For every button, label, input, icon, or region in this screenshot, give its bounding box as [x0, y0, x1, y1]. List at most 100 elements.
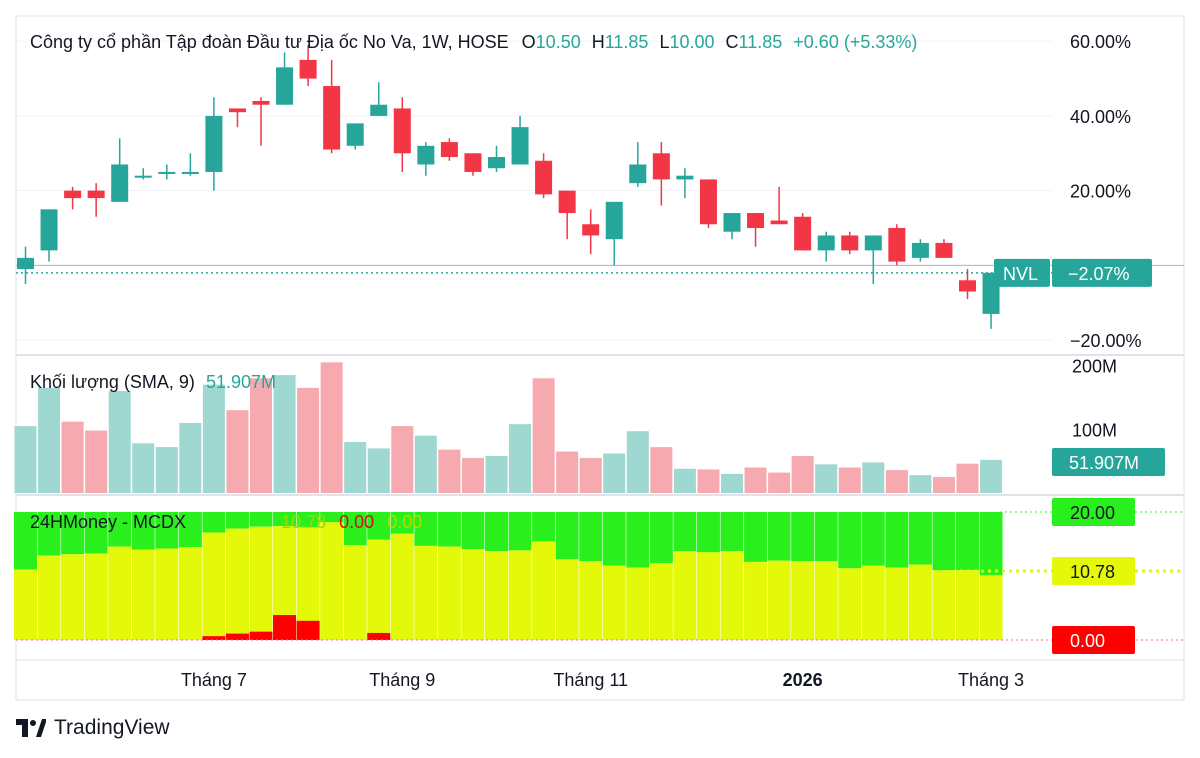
mcdx-green-bar	[838, 512, 862, 569]
mcdx-yellow-bar	[814, 561, 838, 640]
volume-bar	[556, 451, 579, 493]
mcdx-green-bar	[131, 512, 155, 550]
volume-bar	[155, 447, 178, 493]
volume-bar	[603, 453, 626, 493]
candle-body	[864, 235, 882, 251]
volume-bar	[980, 459, 1003, 493]
candle-body	[535, 160, 553, 195]
close-label: C	[725, 32, 739, 52]
candle-body	[582, 224, 600, 236]
mcdx-yellow-bar	[367, 539, 391, 640]
tradingview-logo[interactable]: TradingView	[16, 716, 170, 740]
mcdx-green-bar	[791, 512, 815, 562]
volume-value-tag: 51.907M	[1069, 453, 1139, 473]
candle-body	[276, 67, 294, 105]
mcdx-green-bar	[908, 512, 932, 565]
volume-bar	[132, 443, 155, 493]
mcdx-yellow-bar	[649, 563, 673, 640]
mcdx-green-bar	[767, 512, 791, 561]
mcdx-green-bar	[367, 512, 391, 540]
candle-body	[652, 153, 670, 180]
mcdx-green-bar	[979, 512, 1003, 576]
candle-body	[629, 164, 647, 184]
mcdx-yellow-bar	[744, 561, 768, 640]
volume-bar	[179, 422, 202, 493]
mcdx-yellow-bar	[532, 541, 556, 640]
mcdx-yellow-bar	[673, 551, 697, 640]
mcdx-green-bar	[225, 512, 249, 529]
volume-bar	[791, 456, 814, 493]
mcdx-green-bar	[579, 512, 603, 562]
mcdx-green-bar	[744, 512, 768, 562]
volume-bar	[320, 362, 343, 493]
candle-body	[888, 227, 906, 262]
volume-legend: Khối lượng (SMA, 9) 51.907M	[30, 372, 276, 393]
mcdx-green-bar	[37, 512, 61, 556]
mcdx-green-bar	[273, 512, 297, 527]
mcdx-yellow-bar	[908, 564, 932, 640]
mcdx-green-bar	[437, 512, 461, 547]
mcdx-yellow-bar	[579, 561, 603, 640]
volume-bar	[14, 426, 37, 493]
volume-bar	[226, 410, 249, 493]
candle-body	[817, 235, 835, 251]
candle-body	[794, 216, 812, 251]
mcdx-yellow-bar	[414, 545, 438, 640]
mcdx-green-bar	[720, 512, 744, 552]
candle-body	[134, 175, 152, 178]
high-value: 11.85	[604, 32, 649, 52]
chart-frame	[15, 15, 1185, 701]
volume-bar	[885, 470, 908, 493]
mcdx-yellow-bar	[249, 526, 273, 640]
mcdx-red-bar	[273, 615, 297, 640]
candle-body	[605, 201, 623, 240]
mcdx-green-bar	[673, 512, 697, 552]
mcdx-red-bar	[296, 620, 320, 640]
mcdx-green-bar	[343, 512, 367, 546]
candle-body	[699, 179, 717, 225]
volume-bar	[485, 456, 508, 493]
mcdx-yellow-bar	[508, 550, 532, 640]
mcdx-yellow-bar	[178, 547, 202, 640]
mcdx-legend-label: 24HMoney - MCDX	[30, 512, 187, 532]
mcdx-yellow-bar	[838, 568, 862, 640]
mcdx-yellow-bar	[626, 567, 650, 640]
candle-body	[747, 213, 765, 228]
volume-bar	[744, 467, 767, 493]
mcdx-yellow-bar	[343, 545, 367, 640]
volume-bar	[932, 477, 955, 493]
low-label: L	[659, 32, 670, 52]
mcdx-green-bar	[602, 512, 626, 566]
mcdx-yellow-bar	[296, 527, 320, 640]
mcdx-yellow-bar	[202, 532, 226, 640]
mcdx-green-bar	[696, 512, 720, 553]
mcdx-yellow-bar	[696, 552, 720, 640]
mcdx-green-bar	[390, 512, 414, 534]
volume-bar	[673, 468, 696, 493]
candle-body	[911, 242, 929, 258]
mcdx-green-bar	[532, 512, 556, 542]
mcdx-yellow-bar	[14, 569, 37, 640]
mcdx-green-bar	[14, 512, 37, 570]
mcdx-red-bar	[202, 636, 226, 640]
candle-body	[440, 142, 458, 158]
mcdx-green-bar	[485, 512, 508, 552]
mcdx-yellow-bar	[225, 528, 249, 640]
mcdx-yellow-bar	[602, 565, 626, 640]
low-value: 10.00	[669, 32, 715, 52]
mcdx-legend-v3: 0.00	[387, 512, 423, 532]
price-legend: Công ty cổ phần Tập đoàn Đầu tư Địa ốc N…	[30, 32, 917, 53]
mcdx-yellow-bar	[956, 570, 979, 640]
volume-tick-label: 200M	[1072, 357, 1117, 377]
tradingview-name: TradingView	[54, 716, 170, 739]
candle-body	[158, 171, 176, 174]
mcdx-green-bar	[555, 512, 579, 560]
candle-body	[841, 235, 859, 251]
mcdx-green-bar	[649, 512, 673, 564]
candle-body	[370, 104, 388, 116]
volume-bar	[273, 375, 296, 493]
mcdx-yellow-bar	[37, 555, 61, 640]
volume-bar	[61, 421, 84, 493]
candle-body	[40, 209, 58, 251]
